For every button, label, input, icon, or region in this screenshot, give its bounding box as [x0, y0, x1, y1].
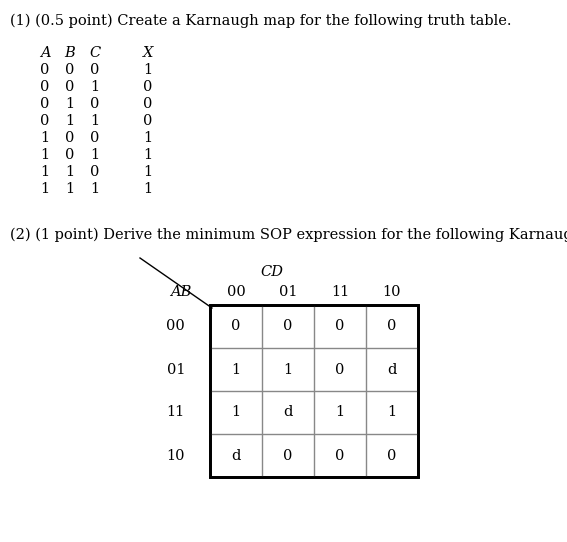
Text: 0: 0: [90, 165, 100, 179]
Text: A: A: [40, 46, 50, 60]
Text: 00: 00: [166, 319, 185, 333]
Text: 0: 0: [387, 448, 397, 462]
Bar: [210, 305, 418, 477]
Text: 1: 1: [387, 405, 396, 420]
Text: 0: 0: [40, 114, 50, 128]
Text: 10: 10: [167, 448, 185, 462]
Text: 0: 0: [143, 80, 153, 94]
Text: 1: 1: [40, 148, 49, 162]
Text: 0: 0: [335, 448, 345, 462]
Text: 0: 0: [284, 448, 293, 462]
Bar: [210, 305, 418, 477]
Text: 0: 0: [65, 148, 75, 162]
Text: AB: AB: [170, 285, 192, 299]
Text: 1: 1: [40, 182, 49, 196]
Text: 10: 10: [383, 285, 401, 299]
Text: 1: 1: [284, 363, 293, 377]
Text: 1: 1: [91, 182, 100, 196]
Text: 1: 1: [40, 165, 49, 179]
Text: 1: 1: [40, 131, 49, 145]
Text: 1: 1: [91, 148, 100, 162]
Text: 11: 11: [167, 405, 185, 420]
Text: 1: 1: [143, 165, 153, 179]
Text: 00: 00: [227, 285, 246, 299]
Text: 1: 1: [65, 97, 75, 111]
Text: 0: 0: [65, 63, 75, 77]
Text: CD: CD: [260, 265, 283, 279]
Text: 0: 0: [40, 63, 50, 77]
Text: 1: 1: [91, 80, 100, 94]
Text: 0: 0: [387, 319, 397, 333]
Text: 1: 1: [231, 405, 240, 420]
Text: 1: 1: [65, 114, 75, 128]
Text: 0: 0: [335, 319, 345, 333]
Text: 0: 0: [40, 80, 50, 94]
Text: 1: 1: [231, 363, 240, 377]
Text: d: d: [387, 363, 397, 377]
Text: 11: 11: [331, 285, 349, 299]
Text: 0: 0: [65, 80, 75, 94]
Text: d: d: [231, 448, 240, 462]
Text: 0: 0: [335, 363, 345, 377]
Text: 0: 0: [90, 97, 100, 111]
Text: d: d: [284, 405, 293, 420]
Text: C: C: [90, 46, 100, 60]
Text: 1: 1: [91, 114, 100, 128]
Text: 0: 0: [65, 131, 75, 145]
Text: 1: 1: [65, 165, 75, 179]
Text: 1: 1: [65, 182, 75, 196]
Text: 0: 0: [284, 319, 293, 333]
Text: 1: 1: [143, 148, 153, 162]
Text: 01: 01: [279, 285, 297, 299]
Text: (2) (1 point) Derive the minimum SOP expression for the following Karnaugh map.: (2) (1 point) Derive the minimum SOP exp…: [10, 228, 567, 242]
Text: 0: 0: [231, 319, 240, 333]
Text: X: X: [143, 46, 153, 60]
Text: 1: 1: [143, 63, 153, 77]
Text: 1: 1: [143, 131, 153, 145]
Text: 0: 0: [40, 97, 50, 111]
Text: B: B: [65, 46, 75, 60]
Text: 0: 0: [143, 114, 153, 128]
Text: 01: 01: [167, 363, 185, 377]
Text: 0: 0: [90, 63, 100, 77]
Text: 1: 1: [336, 405, 345, 420]
Text: 1: 1: [143, 182, 153, 196]
Text: 0: 0: [90, 131, 100, 145]
Text: 0: 0: [143, 97, 153, 111]
Text: (1) (0.5 point) Create a Karnaugh map for the following truth table.: (1) (0.5 point) Create a Karnaugh map fo…: [10, 14, 511, 28]
